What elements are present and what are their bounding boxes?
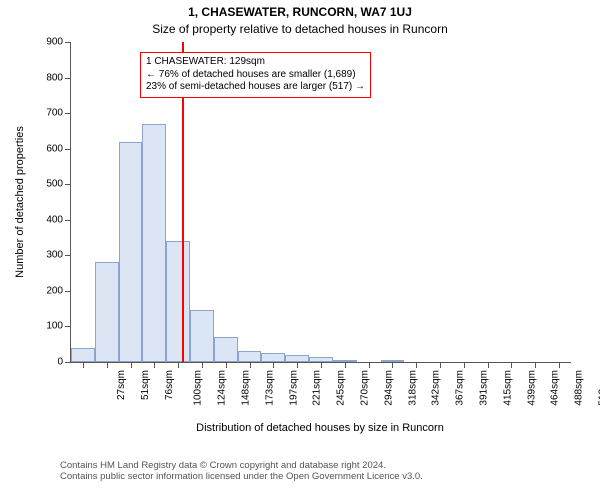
histogram-bar <box>214 337 238 362</box>
x-tick-label: 464sqm <box>550 370 561 406</box>
y-tick-label: 100 <box>46 321 71 332</box>
x-tick <box>131 362 132 368</box>
x-tick-label: 51sqm <box>140 370 151 400</box>
x-tick <box>178 362 179 368</box>
histogram-bar <box>95 262 119 362</box>
histogram-bar <box>119 142 143 362</box>
x-tick-label: 294sqm <box>383 370 394 406</box>
x-tick <box>464 362 465 368</box>
address-title: 1, CHASEWATER, RUNCORN, WA7 1UJ <box>0 5 600 19</box>
y-tick-label: 800 <box>46 72 71 83</box>
histogram-bar <box>238 351 262 362</box>
histogram-bar <box>166 241 190 362</box>
histogram-bar <box>71 348 95 362</box>
x-axis-label: Distribution of detached houses by size … <box>70 422 570 434</box>
property-annotation: 1 CHASEWATER: 129sqm ← 76% of detached h… <box>140 52 371 98</box>
y-tick-label: 900 <box>46 37 71 48</box>
y-tick-label: 400 <box>46 214 71 225</box>
x-tick <box>250 362 251 368</box>
x-tick-label: 488sqm <box>574 370 585 406</box>
x-tick <box>369 362 370 368</box>
x-tick <box>107 362 108 368</box>
x-tick-label: 148sqm <box>241 370 252 406</box>
x-tick-label: 76sqm <box>164 370 175 400</box>
x-tick <box>440 362 441 368</box>
x-tick <box>297 362 298 368</box>
x-tick <box>511 362 512 368</box>
y-tick-label: 500 <box>46 179 71 190</box>
y-tick-label: 600 <box>46 143 71 154</box>
y-tick-label: 700 <box>46 108 71 119</box>
footer-line-2: Contains public sector information licen… <box>60 471 423 482</box>
x-tick-label: 221sqm <box>312 370 323 406</box>
x-tick-label: 197sqm <box>288 370 299 406</box>
x-tick-label: 415sqm <box>502 370 513 406</box>
x-tick-label: 100sqm <box>193 370 204 406</box>
x-tick-label: 173sqm <box>264 370 275 406</box>
attribution-footer: Contains HM Land Registry data © Crown c… <box>60 460 423 482</box>
x-tick <box>273 362 274 368</box>
x-tick-label: 367sqm <box>455 370 466 406</box>
annotation-line-1: 1 CHASEWATER: 129sqm <box>146 56 365 69</box>
histogram-bar <box>190 310 214 362</box>
chart-subtitle: Size of property relative to detached ho… <box>0 22 600 36</box>
x-tick-label: 391sqm <box>479 370 490 406</box>
histogram-bar <box>285 355 309 362</box>
x-tick-label: 270sqm <box>360 370 371 406</box>
histogram-bar <box>261 353 285 362</box>
x-tick <box>83 362 84 368</box>
y-axis-label: Number of detached properties <box>14 126 26 278</box>
x-tick <box>416 362 417 368</box>
x-tick <box>202 362 203 368</box>
x-tick-label: 318sqm <box>407 370 418 406</box>
y-tick-label: 200 <box>46 285 71 296</box>
x-tick <box>488 362 489 368</box>
annotation-line-2: ← 76% of detached houses are smaller (1,… <box>146 69 365 82</box>
x-tick <box>154 362 155 368</box>
x-tick <box>535 362 536 368</box>
x-tick-label: 439sqm <box>526 370 537 406</box>
footer-line-1: Contains HM Land Registry data © Crown c… <box>60 460 423 471</box>
x-tick <box>226 362 227 368</box>
annotation-line-3: 23% of semi-detached houses are larger (… <box>146 81 365 94</box>
x-tick-label: 245sqm <box>336 370 347 406</box>
x-tick-label: 27sqm <box>116 370 127 400</box>
x-tick <box>392 362 393 368</box>
histogram-bar <box>142 124 166 362</box>
x-tick-label: 342sqm <box>431 370 442 406</box>
y-tick-label: 0 <box>57 357 71 368</box>
x-tick <box>559 362 560 368</box>
x-tick <box>321 362 322 368</box>
y-tick-label: 300 <box>46 250 71 261</box>
x-tick <box>345 362 346 368</box>
x-tick-label: 124sqm <box>217 370 228 406</box>
